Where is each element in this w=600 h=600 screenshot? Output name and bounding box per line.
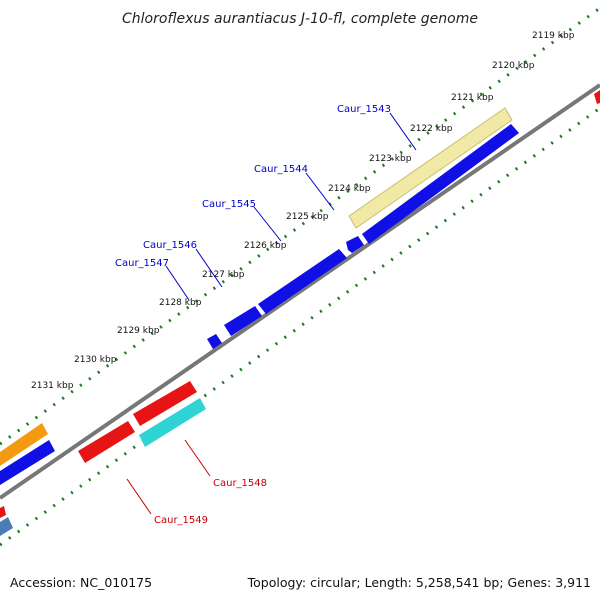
tick-label: 2129 kbp xyxy=(117,326,160,336)
tick-label: 2130 kbp xyxy=(74,355,117,365)
gene-caur-1548[interactable] xyxy=(133,381,197,426)
gene-label-caur-1544[interactable]: Caur_1544 xyxy=(254,164,308,175)
genome-backbone xyxy=(0,83,600,500)
gene-left-orange xyxy=(0,423,48,466)
gene-caur-1545[interactable] xyxy=(258,249,347,314)
gene-label-caur-1548[interactable]: Caur_1548 xyxy=(213,478,267,489)
tick-label: 2121 kbp xyxy=(451,93,494,103)
gene-caur-1547[interactable] xyxy=(207,334,222,349)
reverse-genes xyxy=(0,90,600,536)
gene-label-caur-1545[interactable]: Caur_1545 xyxy=(202,199,256,210)
tick-label: 2119 kbp xyxy=(532,31,575,41)
tick-label: 2123 kbp xyxy=(369,154,412,164)
tick-label: 2127 kbp xyxy=(202,270,245,280)
gene-right-red xyxy=(594,90,600,104)
gene-caur-1544[interactable] xyxy=(346,236,364,253)
tick-labels: 2119 kbp 2120 kbp 2121 kbp 2122 kbp 2123… xyxy=(31,31,575,391)
gene-left-blue xyxy=(0,440,55,485)
label-connectors xyxy=(126,112,417,515)
gene-caur-1548-cyan[interactable] xyxy=(139,398,206,447)
gene-caur-1546[interactable] xyxy=(224,306,262,336)
tick-label: 2124 kbp xyxy=(328,184,371,194)
tick-label: 2125 kbp xyxy=(286,212,329,222)
gene-label-caur-1543[interactable]: Caur_1543 xyxy=(337,104,391,115)
gene-caur-1549[interactable] xyxy=(78,421,135,463)
tick-label: 2126 kbp xyxy=(244,241,287,251)
accession-text: Accession: NC_010175 xyxy=(10,575,153,590)
outer-tick-ring xyxy=(0,6,600,446)
gene-label-caur-1547[interactable]: Caur_1547 xyxy=(115,258,169,269)
gene-label-caur-1549[interactable]: Caur_1549 xyxy=(154,515,208,526)
tick-label: 2120 kbp xyxy=(492,61,535,71)
gene-caur-1543[interactable] xyxy=(362,124,519,244)
tick-label: 2122 kbp xyxy=(410,124,453,134)
gene-left-red xyxy=(0,506,6,518)
tick-label: 2128 kbp xyxy=(159,298,202,308)
caur-1543-highlight[interactable] xyxy=(348,107,513,229)
gene-label-caur-1546[interactable]: Caur_1546 xyxy=(143,240,197,251)
gene-labels: Caur_1543 Caur_1544 Caur_1545 Caur_1546 … xyxy=(115,104,391,526)
map-title: Chloroflexus aurantiacus J-10-fl, comple… xyxy=(122,11,478,27)
genome-summary-text: Topology: circular; Length: 5,258,541 bp… xyxy=(247,575,591,590)
forward-genes xyxy=(0,107,519,485)
tick-label: 2131 kbp xyxy=(31,381,74,391)
gene-left-steel xyxy=(0,517,13,536)
